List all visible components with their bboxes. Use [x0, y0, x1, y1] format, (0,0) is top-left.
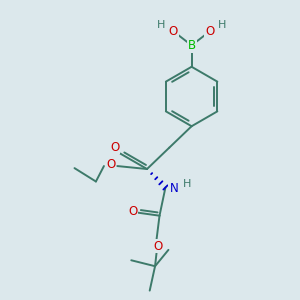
Text: H: H — [157, 20, 165, 30]
Text: O: O — [169, 25, 178, 38]
Text: B: B — [188, 39, 196, 52]
Text: O: O — [106, 158, 116, 171]
Text: H: H — [183, 179, 191, 190]
Text: O: O — [153, 239, 163, 253]
Text: N: N — [169, 182, 178, 195]
Text: H: H — [218, 20, 227, 30]
Text: O: O — [110, 140, 120, 154]
Text: O: O — [128, 205, 137, 218]
Text: O: O — [206, 25, 215, 38]
